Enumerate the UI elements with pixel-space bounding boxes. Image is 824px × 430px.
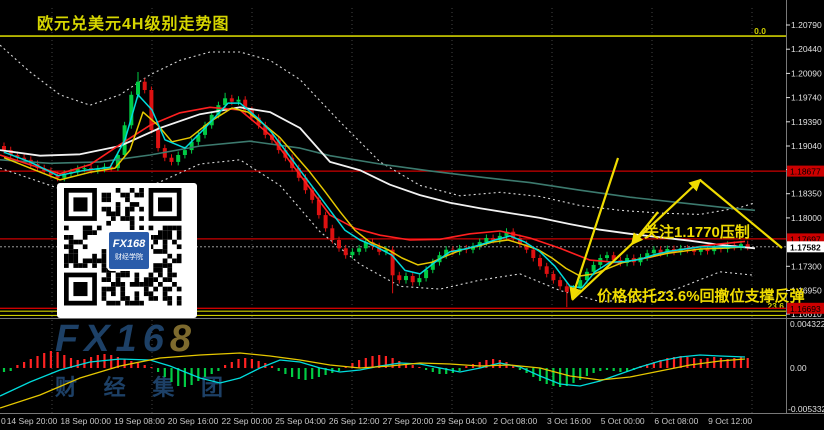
- time-tick-label: 6 Oct 08:00: [654, 416, 698, 426]
- price-tick-label: 1.20440: [791, 44, 822, 54]
- fx168-watermark-logo: FX168: [55, 318, 197, 360]
- macd-bottom-label: -0.005332: [788, 404, 824, 414]
- chart-title: 欧元兑美元4H级别走势图: [37, 16, 230, 33]
- time-tick-label: 19 Sep 08:00: [114, 416, 165, 426]
- qr-logo-subtext: 财经学院: [115, 254, 143, 261]
- annotation-arrows: [569, 157, 783, 301]
- qr-center-logo: FX168 财经学院: [107, 230, 151, 271]
- time-tick-label: 20 Sep 16:00: [168, 416, 219, 426]
- price-tick-label: 1.19740: [791, 93, 822, 103]
- watermark-char: 经: [103, 375, 126, 400]
- trend-arrow: [699, 179, 783, 249]
- price-tick-label: 1.16610: [791, 309, 822, 319]
- price-tick-label: 1.19040: [791, 141, 822, 151]
- time-tick-label: 26 Sep 12:00: [329, 416, 380, 426]
- time-tick-label: 25 Sep 04:00: [275, 416, 326, 426]
- price-tick-label: 1.20790: [791, 20, 822, 30]
- macd-histogram: [2, 351, 749, 387]
- hline-price-label: 1.17697: [790, 234, 821, 244]
- price-tick-label: 1.18000: [791, 213, 822, 223]
- trend-arrow: [630, 211, 659, 246]
- resistance-annotation: 关注1.1770压制: [644, 224, 750, 241]
- fib-label: 0.0: [754, 26, 766, 36]
- time-tick-label: 5 Oct 00:00: [601, 416, 645, 426]
- time-axis: 0 14 Sep 20:00 18 Sep 00:00 19 Sep 08:00 20 …: [1, 416, 752, 426]
- price-axis: 1.20790 1.20440 1.20090 1.19740 1.19390 1.190…: [786, 20, 824, 414]
- fib-label: 23.6: [767, 301, 784, 311]
- trend-arrow: [569, 157, 620, 300]
- hline-price-label: 1.16693: [790, 304, 821, 314]
- macd-top-label: 0.004322: [790, 319, 824, 329]
- bollinger-upper-band: [0, 44, 756, 215]
- price-tick-label: 1.19390: [791, 117, 822, 127]
- time-tick-label: 9 Oct 12:00: [708, 416, 752, 426]
- time-tick-label: 22 Sep 00:00: [222, 416, 273, 426]
- bollinger-lower-band: [0, 159, 756, 303]
- time-tick-label: 29 Sep 04:00: [436, 416, 487, 426]
- price-tick-label: 1.17300: [791, 261, 822, 271]
- ma-teal-line: [0, 140, 756, 212]
- ma-cyan-line: [3, 94, 745, 289]
- hline-price-flag: [787, 165, 824, 177]
- hline-price-label: 1.18677: [790, 167, 821, 177]
- macd-line: [0, 354, 746, 397]
- macd-zero-label: 0.00: [790, 363, 807, 373]
- time-tick-label: 18 Sep 00:00: [60, 416, 111, 426]
- ma-yellow-line: [3, 107, 746, 277]
- hline-price-flag: [787, 302, 824, 314]
- bid-price-label: 1.17582: [790, 242, 821, 252]
- price-tick-label: 1.20090: [791, 68, 822, 78]
- watermark-char: 集: [152, 375, 175, 400]
- qr-code: FX168 财经学院: [57, 183, 197, 318]
- support-annotation: 价格依托23.6%回撤位支撑反弹: [597, 288, 805, 305]
- price-tick-label: 1.16950: [791, 286, 822, 296]
- bollinger-bands: [0, 44, 756, 303]
- hline-price-flag: [787, 233, 824, 245]
- watermark-char: 团: [200, 375, 223, 400]
- macd-signal-line: [0, 352, 746, 409]
- time-tick-label: 3 Oct 16:00: [547, 416, 591, 426]
- time-tick-label: 14 Sep 20:00: [7, 416, 58, 426]
- time-tick-label: 2 Oct 08:00: [493, 416, 537, 426]
- time-tick-label: 0: [1, 416, 6, 426]
- time-tick-label: 27 Sep 20:00: [383, 416, 434, 426]
- qr-logo-text: FX168: [112, 238, 146, 250]
- bid-price-flag: [787, 241, 824, 253]
- price-tick-label: 1.18350: [791, 189, 822, 199]
